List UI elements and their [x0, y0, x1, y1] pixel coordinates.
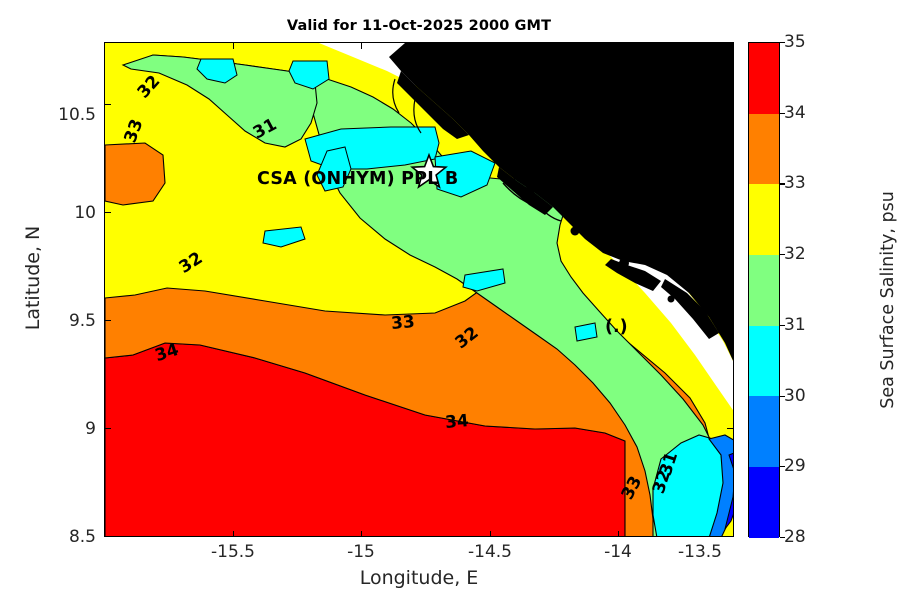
y-axis-title: Latitude, N — [22, 225, 44, 331]
ytick-mark — [727, 212, 733, 214]
x-axis-title: Longitude, E — [359, 567, 479, 589]
xtick-mark — [618, 43, 620, 49]
colorbar-band-34-35 — [749, 43, 779, 114]
ytick-label: 8.5 — [68, 527, 96, 547]
xtick-mark — [233, 531, 235, 537]
xtick-mark — [618, 531, 620, 537]
ytick-mark — [727, 320, 733, 322]
colorbar-band-28-29 — [749, 467, 779, 538]
contour-label: 34 — [444, 411, 470, 433]
colorbar-band-29-30 — [749, 396, 779, 468]
colorbar-tick-mark — [780, 395, 785, 397]
ytick-label: 9 — [85, 419, 96, 439]
xtick-mark — [361, 531, 363, 537]
colorbar-tick-label: 29 — [784, 456, 806, 477]
colorbar[interactable] — [748, 42, 780, 538]
ytick-label: 10 — [74, 203, 96, 223]
xtick-mark — [490, 531, 492, 537]
page-title: Valid for 11-Oct-2025 2000 GMT — [286, 18, 552, 34]
colorbar-band-31-32 — [749, 255, 779, 326]
xtick-label: -15.5 — [211, 542, 255, 562]
ytick-mark — [105, 212, 111, 214]
colorbar-tick-mark — [780, 466, 785, 468]
ytick-label: 10.5 — [58, 105, 96, 125]
ytick-mark — [105, 428, 111, 430]
colorbar-band-33-34 — [749, 113, 779, 185]
site-annotation-label: CSA (ONHYM) PPL B — [257, 169, 459, 189]
ytick-label: 9.5 — [68, 311, 96, 331]
colorbar-tick-label: 32 — [784, 244, 806, 265]
salinity-contour-field — [105, 43, 733, 536]
xtick-mark — [233, 43, 235, 49]
ytick-mark — [105, 320, 111, 322]
ytick-mark — [105, 536, 111, 538]
colorbar-tick-mark — [780, 254, 785, 256]
colorbar-tick-mark — [780, 183, 785, 185]
xtick-mark — [361, 43, 363, 49]
colorbar-band-32-33 — [749, 184, 779, 256]
colorbar-tick-label: 30 — [784, 385, 806, 406]
colorbar-tick-mark — [780, 42, 785, 44]
colorbar-band-30-31 — [749, 325, 779, 397]
colorbar-tick-label: 31 — [784, 314, 806, 335]
xtick-mark — [490, 43, 492, 49]
ytick-mark — [727, 428, 733, 430]
map-plot-area[interactable]: CSA (ONHYM) PPL B (.) 32 33 31 32 32 33 34 34 33… — [104, 42, 734, 537]
colorbar-tick-label: 35 — [784, 32, 806, 52]
xtick-label: -14 — [604, 542, 632, 562]
colorbar-tick-mark — [780, 536, 785, 539]
ytick-mark — [727, 536, 733, 538]
colorbar-title: Sea Surface Salinity, psu — [878, 191, 898, 409]
xtick-label: -13.5 — [678, 542, 722, 562]
colorbar-tick-label: 28 — [784, 526, 806, 547]
contour-label: 33 — [390, 312, 416, 334]
site-marker-star[interactable] — [410, 152, 448, 189]
colorbar-tick-label: 34 — [784, 102, 806, 123]
colorbar-tick-mark — [780, 112, 785, 114]
colorbar-tick-mark — [780, 324, 785, 326]
colorbar-tick-label: 33 — [784, 173, 806, 194]
xtick-label: -14.5 — [468, 542, 512, 562]
ytick-mark — [105, 104, 111, 106]
clipped-text-fragment: (.) — [605, 317, 628, 337]
xtick-label: -15 — [347, 542, 375, 562]
ytick-mark — [727, 104, 733, 106]
